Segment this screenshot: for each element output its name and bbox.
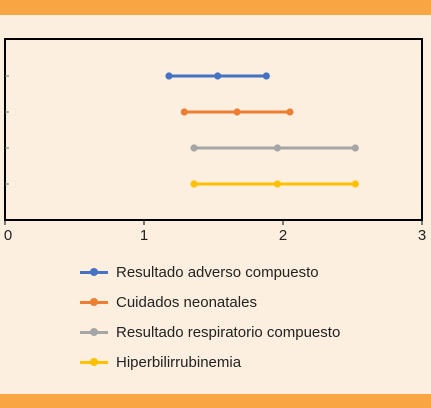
legend-swatch — [80, 356, 108, 368]
marker-point — [214, 72, 222, 80]
x-tick-label: 2 — [279, 227, 287, 244]
x-tick-label: 3 — [418, 227, 426, 244]
legend-swatch — [80, 296, 108, 308]
forest-plot: 0 1 2 3 — [4, 38, 426, 244]
plot-area — [4, 38, 423, 221]
legend-swatch — [80, 266, 108, 278]
series-1 — [180, 108, 294, 116]
marker-low — [165, 72, 173, 80]
marker-point — [273, 144, 282, 152]
marker-point — [233, 108, 241, 116]
legend-item: Hiperbilirrubinemia — [80, 352, 340, 372]
marker-high — [351, 180, 359, 188]
marker-low — [180, 108, 188, 116]
x-tick-label: 0 — [4, 227, 12, 244]
bottom-band — [0, 394, 431, 408]
legend-label: Hiperbilirrubinemia — [116, 353, 242, 371]
marker-low — [190, 144, 198, 152]
series-3 — [190, 180, 359, 188]
marker-low — [190, 180, 198, 188]
legend-item: Cuidados neonatales — [80, 292, 340, 312]
legend: Resultado adverso compuesto Cuidados neon… — [80, 262, 340, 382]
series-2 — [190, 144, 359, 152]
legend-label: Cuidados neonatales — [116, 293, 257, 311]
series-0 — [165, 72, 270, 80]
x-tick-label: 1 — [140, 227, 148, 244]
legend-item: Resultado respiratorio compuesto — [80, 322, 340, 342]
legend-label: Resultado respiratorio compuesto — [116, 323, 341, 341]
marker-high — [351, 144, 359, 152]
marker-high — [262, 72, 270, 80]
top-band — [0, 0, 431, 15]
legend-swatch — [80, 326, 108, 338]
legend-label: Resultado adverso compuesto — [116, 263, 319, 281]
marker-point — [273, 180, 282, 188]
legend-item: Resultado adverso compuesto — [80, 262, 340, 282]
marker-high — [286, 108, 294, 116]
